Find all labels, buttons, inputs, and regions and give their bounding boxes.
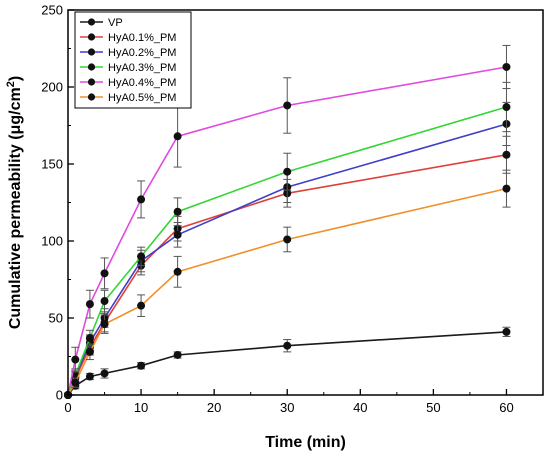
y-tick-label: 50 bbox=[49, 311, 63, 326]
data-point bbox=[173, 132, 182, 141]
x-tick-label: 20 bbox=[207, 400, 221, 415]
y-axis-label-main: Cumulative permeability (μg/cm bbox=[7, 87, 24, 329]
data-point bbox=[100, 269, 109, 278]
data-point bbox=[502, 103, 511, 112]
legend-marker bbox=[87, 18, 96, 26]
y-axis-label: Cumulative permeability (μg/cm2) bbox=[5, 76, 24, 329]
legend-item: HyA0.4%_PM bbox=[80, 77, 176, 89]
data-point bbox=[137, 252, 146, 261]
x-tick-label: 10 bbox=[134, 400, 148, 415]
data-point bbox=[283, 167, 292, 176]
y-tick-label: 200 bbox=[41, 80, 63, 95]
legend: VP HyA0.1%_PM HyA0.2%_PM HyA0.3%_PM HyA0.4%_… bbox=[74, 11, 192, 109]
data-point bbox=[502, 62, 511, 71]
data-point bbox=[137, 301, 146, 310]
legend-marker bbox=[87, 63, 96, 71]
data-point bbox=[283, 341, 292, 350]
legend-label: VP bbox=[108, 17, 123, 29]
legend-marker bbox=[87, 48, 96, 56]
data-point bbox=[283, 101, 292, 110]
data-point bbox=[173, 207, 182, 216]
legend-item: HyA0.5%_PM bbox=[80, 92, 176, 104]
data-point bbox=[502, 150, 511, 159]
y-axis-label-close: ) bbox=[7, 76, 24, 81]
legend-marker bbox=[87, 33, 96, 41]
data-point bbox=[137, 361, 146, 370]
data-point bbox=[283, 235, 292, 244]
legend-box bbox=[74, 11, 192, 109]
data-point bbox=[502, 327, 511, 336]
data-point bbox=[100, 297, 109, 306]
data-point bbox=[100, 320, 109, 329]
data-point bbox=[85, 347, 94, 356]
series-line bbox=[67, 66, 507, 396]
y-tick-label: 100 bbox=[41, 234, 63, 249]
legend-label: HyA0.1%_PM bbox=[108, 32, 176, 44]
series-HyA0.3%_PM bbox=[64, 81, 511, 399]
legend-marker bbox=[87, 78, 96, 86]
series-HyA0.5%_PM bbox=[64, 169, 511, 399]
legend-label: HyA0.2%_PM bbox=[108, 47, 176, 59]
axes: 0 10 20 30 40 50 60 0 50 100 150 200 250 bbox=[41, 3, 513, 416]
data-point bbox=[137, 195, 146, 204]
data-point bbox=[173, 230, 182, 239]
data-point bbox=[71, 355, 80, 364]
legend-label: HyA0.5%_PM bbox=[108, 92, 176, 104]
x-tick-label: 60 bbox=[499, 400, 513, 415]
legend-marker bbox=[87, 93, 96, 101]
data-point bbox=[85, 334, 94, 343]
x-tick-label: 50 bbox=[426, 400, 440, 415]
legend-label: HyA0.3%_PM bbox=[108, 62, 176, 74]
y-tick-label: 250 bbox=[41, 3, 63, 18]
data-point bbox=[85, 372, 94, 381]
data-point bbox=[173, 267, 182, 276]
legend-item: VP bbox=[80, 17, 123, 29]
data-point bbox=[502, 184, 511, 193]
legend-item: HyA0.1%_PM bbox=[80, 32, 176, 44]
x-tick-label: 40 bbox=[353, 400, 367, 415]
data-point bbox=[85, 300, 94, 309]
x-tick-label: 30 bbox=[280, 400, 294, 415]
series-VP bbox=[64, 326, 511, 399]
data-point bbox=[71, 378, 80, 387]
legend-item: HyA0.3%_PM bbox=[80, 62, 176, 74]
plot-content bbox=[64, 44, 511, 399]
series-HyA0.4%_PM bbox=[64, 44, 511, 399]
legend-item: HyA0.2%_PM bbox=[80, 47, 176, 59]
y-axis-label-superscript: 2 bbox=[5, 81, 17, 87]
legend-label: HyA0.4%_PM bbox=[108, 77, 176, 89]
y-tick-label: 0 bbox=[56, 388, 63, 403]
x-axis-label: Time (min) bbox=[265, 434, 346, 451]
x-tick-label: 0 bbox=[64, 400, 71, 415]
series-line bbox=[67, 187, 507, 396]
y-tick-label: 150 bbox=[41, 157, 63, 172]
data-point bbox=[173, 350, 182, 359]
data-point bbox=[100, 369, 109, 378]
